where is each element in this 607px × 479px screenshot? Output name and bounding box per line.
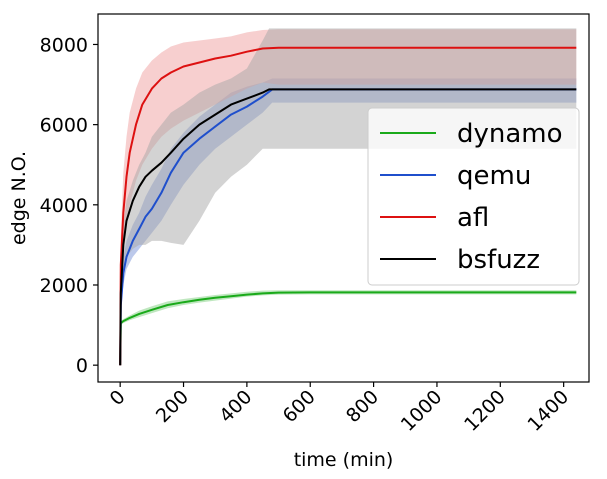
legend-box [367, 107, 580, 286]
y-axis-title: edge N.O. [8, 151, 30, 245]
line-afl [119, 46, 577, 366]
plot-frame [97, 13, 590, 383]
x-tick-label: 200 [152, 386, 193, 427]
y-tick-label: 6000 [40, 115, 88, 137]
x-tick-label: 600 [279, 386, 320, 427]
series-lines [119, 46, 577, 366]
y-axis-ticks: 0 2000 4000 6000 8000 [40, 34, 98, 377]
x-tick-label: 1000 [397, 386, 447, 436]
line-dynamo [119, 291, 577, 366]
line-bsfuzz [119, 88, 577, 366]
legend-label-dynamo: dynamo [457, 119, 563, 149]
x-tick-label: 1400 [523, 386, 573, 436]
x-tick-label: 800 [342, 386, 383, 427]
x-tick-label: 1200 [460, 386, 510, 436]
x-tick-label: 0 [106, 386, 130, 410]
legend: dynamo qemu afl bsfuzz [367, 107, 580, 286]
legend-label-qemu: qemu [457, 161, 531, 191]
x-axis-title: time (min) [294, 449, 394, 471]
x-tick-label: 400 [215, 386, 256, 427]
y-tick-label: 4000 [40, 195, 88, 217]
legend-label-bsfuzz: bsfuzz [457, 245, 540, 275]
y-tick-label: 0 [76, 355, 88, 377]
y-tick-label: 2000 [40, 275, 88, 297]
x-axis-ticks: 0 200 400 600 800 1000 1200 1400 [106, 382, 573, 436]
y-tick-label: 8000 [40, 34, 88, 56]
legend-label-afl: afl [457, 203, 489, 233]
